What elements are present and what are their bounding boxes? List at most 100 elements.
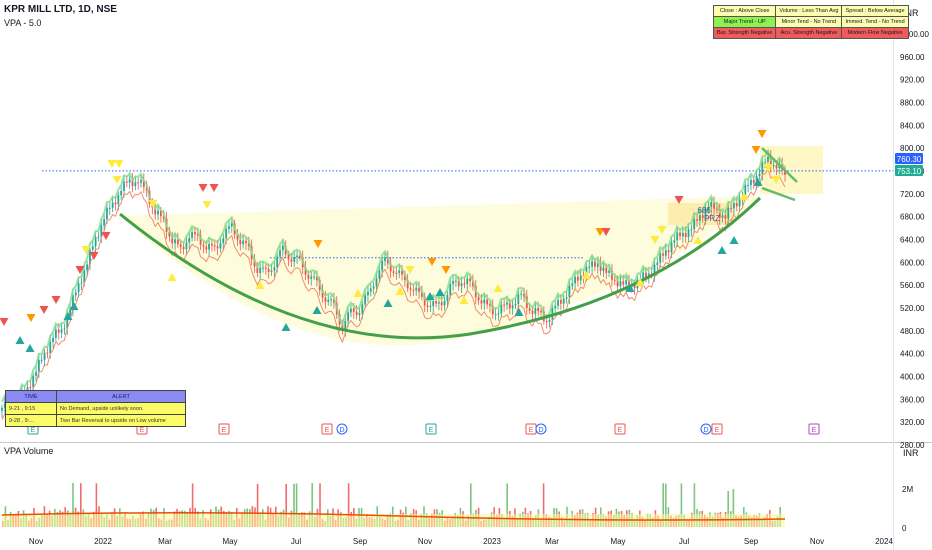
alert-text: No Demand, upside unlikely soon. bbox=[56, 402, 186, 415]
candle-body bbox=[687, 229, 690, 238]
candle-body bbox=[449, 284, 452, 296]
candle-body bbox=[168, 232, 171, 237]
candle-body bbox=[670, 242, 673, 253]
candle-body bbox=[134, 182, 137, 186]
candle-body bbox=[171, 236, 174, 244]
candle-body bbox=[106, 208, 108, 220]
candle-body bbox=[531, 310, 534, 314]
candle-body bbox=[733, 203, 735, 209]
alert-header-alert: ALERT bbox=[56, 390, 186, 403]
x-tick-label: Nov bbox=[418, 537, 432, 546]
candle-body bbox=[418, 287, 420, 292]
volume-bar bbox=[311, 483, 313, 527]
candle-body bbox=[534, 308, 537, 314]
volume-bar bbox=[256, 483, 259, 527]
candle-body bbox=[406, 280, 409, 289]
price-badge-label: 760.30 bbox=[897, 155, 922, 164]
candle-body bbox=[755, 176, 758, 184]
candle-body bbox=[86, 264, 89, 271]
status-cell: Acu. Strength Negative bbox=[775, 27, 843, 39]
candle-body bbox=[120, 190, 123, 196]
event-marker-label: D bbox=[703, 427, 708, 434]
candle-body bbox=[613, 279, 616, 281]
y-tick-label: 840.00 bbox=[900, 121, 925, 130]
status-cell: Major Trend - UP bbox=[712, 16, 777, 28]
candle-body bbox=[55, 329, 57, 338]
y-tick-label: 960.00 bbox=[900, 53, 925, 62]
candle-body bbox=[199, 235, 202, 245]
candle-body bbox=[307, 274, 310, 279]
candle-body bbox=[392, 271, 395, 273]
volume-bar bbox=[347, 483, 350, 527]
sell-signal-triangle bbox=[657, 226, 667, 234]
status-cell: Spread : Below Average bbox=[841, 5, 909, 17]
status-cell: Close : Above Close bbox=[712, 5, 777, 17]
y-tick-label: 440.00 bbox=[900, 350, 925, 359]
candle-body bbox=[775, 165, 778, 169]
cup-shading bbox=[120, 196, 760, 346]
ma-ribbon-slow bbox=[1, 167, 786, 422]
volume-bar bbox=[95, 483, 98, 527]
candle-body bbox=[435, 301, 437, 304]
candle-body bbox=[333, 299, 335, 303]
candle-body bbox=[123, 181, 125, 191]
candle-body bbox=[437, 302, 440, 304]
sell-signal-triangle bbox=[26, 314, 36, 322]
candle-body bbox=[140, 179, 142, 183]
candle-body bbox=[369, 288, 372, 292]
candle-body bbox=[296, 255, 298, 258]
candle-body bbox=[100, 225, 103, 237]
candle-body bbox=[693, 219, 696, 230]
candle-body bbox=[440, 302, 443, 306]
candle-body bbox=[713, 202, 715, 209]
event-marker-label: D bbox=[538, 427, 543, 434]
candle-body bbox=[619, 281, 622, 287]
candle-body bbox=[188, 237, 191, 243]
event-marker-label: E bbox=[529, 427, 534, 434]
candle-body bbox=[276, 256, 279, 268]
event-marker bbox=[218, 423, 230, 435]
volume-bar bbox=[72, 483, 74, 527]
sell-signal-triangle bbox=[405, 266, 415, 274]
candle-body bbox=[131, 179, 134, 186]
volume-bar bbox=[732, 488, 735, 527]
candle-body bbox=[97, 236, 100, 238]
handle-trend-lower bbox=[761, 186, 796, 202]
candle-body bbox=[784, 169, 786, 175]
candle-body bbox=[35, 371, 37, 376]
candle-body bbox=[157, 210, 159, 215]
candle-body bbox=[494, 314, 497, 316]
candle-body bbox=[562, 298, 565, 304]
y-tick-label: 920.00 bbox=[900, 76, 925, 85]
buy-signal-triangle bbox=[635, 278, 645, 286]
candle-body bbox=[415, 287, 418, 291]
candle-body bbox=[381, 261, 384, 271]
candle-body bbox=[384, 257, 386, 262]
candle-body bbox=[386, 257, 389, 264]
x-tick-label: Jul bbox=[679, 537, 689, 546]
candle-body bbox=[281, 245, 284, 251]
candle-body bbox=[114, 202, 117, 205]
event-marker-label: E bbox=[31, 427, 36, 434]
candle-body bbox=[628, 280, 630, 287]
candle-body bbox=[196, 234, 199, 236]
x-tick-label: May bbox=[610, 537, 625, 546]
y-tick-label: 400.00 bbox=[900, 373, 925, 382]
candle-body bbox=[290, 259, 293, 262]
candle-body bbox=[401, 270, 403, 275]
candle-body bbox=[3, 401, 6, 408]
sell-signal-triangle bbox=[771, 176, 781, 184]
x-tick-label: 2023 bbox=[483, 537, 501, 546]
volume-bar bbox=[191, 483, 194, 527]
candle-body bbox=[761, 162, 764, 174]
y-tick-label: 360.00 bbox=[900, 395, 925, 404]
candle-body bbox=[80, 282, 83, 284]
candle-body bbox=[540, 311, 542, 313]
candle-body bbox=[117, 195, 120, 205]
candle-body bbox=[91, 246, 94, 250]
sell-signal-triangle bbox=[51, 296, 61, 304]
candle-body bbox=[202, 244, 205, 247]
candle-body bbox=[423, 296, 426, 306]
candle-body bbox=[679, 232, 681, 237]
